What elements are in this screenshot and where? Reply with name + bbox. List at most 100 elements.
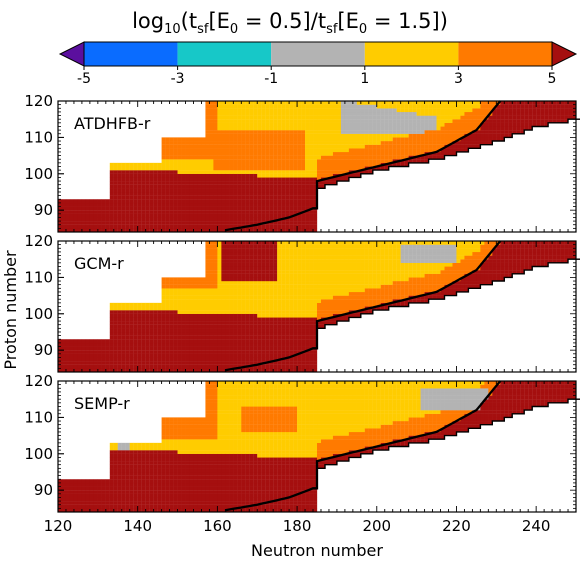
heatmap-cell	[137, 335, 142, 340]
heatmap-cell	[229, 266, 234, 271]
heatmap-cell	[201, 339, 206, 344]
heatmap-cell	[165, 195, 170, 200]
heatmap-cell	[281, 339, 286, 344]
heatmap-cell	[197, 181, 202, 185]
heatmap-cell	[177, 210, 182, 214]
heatmap-cell	[261, 248, 266, 253]
heatmap-cell	[261, 122, 266, 127]
heatmap-cell	[185, 137, 190, 142]
heatmap-cell	[261, 191, 266, 196]
heatmap-cell	[400, 151, 405, 156]
heatmap-cell	[221, 248, 226, 253]
heatmap-cell	[552, 101, 557, 105]
heatmap-cell	[277, 353, 282, 358]
heatmap-cell	[356, 241, 361, 245]
heatmap-cell	[109, 177, 114, 182]
heatmap-cell	[472, 141, 477, 145]
heatmap-cell	[209, 111, 214, 116]
heatmap-cell	[209, 248, 214, 253]
heatmap-cell	[285, 206, 290, 211]
heatmap-cell	[209, 144, 214, 149]
heatmap-cell	[309, 273, 314, 278]
heatmap-cell	[233, 133, 238, 138]
heatmap-cell	[153, 173, 158, 178]
heatmap-cell	[281, 313, 286, 318]
heatmap-cell	[344, 248, 350, 253]
heatmap-cell	[137, 199, 142, 204]
heatmap-cell	[173, 310, 178, 314]
heatmap-cell	[436, 115, 441, 120]
heatmap-cell	[165, 277, 170, 282]
heatmap-cell	[253, 317, 258, 322]
heatmap-cell	[324, 133, 330, 138]
heatmap-cell	[265, 177, 270, 182]
heatmap-cell	[500, 122, 505, 127]
heatmap-cell	[237, 317, 242, 322]
heatmap-cell	[293, 141, 298, 145]
heatmap-cell	[177, 346, 182, 351]
heatmap-cell	[217, 170, 222, 174]
heatmap-cell	[444, 137, 449, 142]
heatmap-cell	[237, 266, 242, 271]
heatmap-cell	[404, 288, 409, 293]
heatmap-cell	[332, 277, 338, 282]
heatmap-cell	[213, 353, 218, 358]
heatmap-cell	[356, 255, 361, 260]
heatmap-cell	[309, 284, 314, 289]
heatmap-cell	[324, 262, 330, 267]
heatmap-cell	[396, 248, 401, 253]
heatmap-cell	[217, 310, 222, 314]
heatmap-cell	[317, 302, 322, 307]
heatmap-cell	[396, 133, 401, 138]
heatmap-cell	[257, 191, 262, 196]
heatmap-cell	[249, 302, 254, 307]
heatmap-cell	[161, 159, 166, 164]
heatmap-cell	[185, 173, 190, 178]
heatmap-cell	[225, 248, 230, 253]
heatmap-cell	[281, 162, 286, 167]
heatmap-cell	[229, 339, 234, 344]
heatmap-cell	[301, 288, 306, 293]
heatmap-cell	[305, 115, 310, 120]
heatmap-cell	[129, 353, 134, 358]
heatmap-cell	[320, 162, 326, 167]
heatmap-cell	[273, 166, 278, 171]
heatmap-cell	[309, 255, 314, 260]
heatmap-cell	[177, 281, 182, 285]
heatmap-cell	[217, 133, 222, 138]
heatmap-cell	[61, 199, 67, 204]
heatmap-cell	[205, 306, 210, 311]
heatmap-cell	[109, 364, 114, 369]
heatmap-cell	[261, 133, 266, 138]
heatmap-cell	[269, 170, 274, 174]
heatmap-cell	[217, 141, 222, 145]
heatmap-cell	[328, 310, 334, 314]
heatmap-cell	[85, 206, 91, 211]
heatmap-cell	[209, 104, 214, 109]
heatmap-cell	[249, 206, 254, 211]
heatmap-cell	[336, 259, 342, 263]
heatmap-cell	[305, 357, 310, 362]
heatmap-cell	[109, 191, 114, 196]
heatmap-cell	[177, 339, 182, 344]
heatmap-cell	[265, 368, 270, 373]
heatmap-cell	[213, 170, 218, 174]
heatmap-cell	[324, 266, 330, 271]
heatmap-cell	[313, 111, 318, 116]
heatmap-cell	[209, 217, 214, 222]
heatmap-cell	[352, 244, 357, 249]
heatmap-cell	[225, 177, 230, 182]
heatmap-cell	[364, 104, 369, 109]
heatmap-cell	[241, 273, 246, 278]
heatmap-cell	[352, 266, 357, 271]
heatmap-cell	[305, 321, 310, 325]
heatmap-cell	[273, 141, 278, 145]
heatmap-cell	[380, 259, 385, 263]
heatmap-cell	[221, 133, 226, 138]
heatmap-cell	[189, 151, 194, 156]
heatmap-cell	[221, 291, 226, 296]
heatmap-cell	[452, 137, 457, 142]
heatmap-cell	[269, 104, 274, 109]
heatmap-cell	[392, 119, 397, 123]
heatmap-cell	[129, 217, 134, 222]
